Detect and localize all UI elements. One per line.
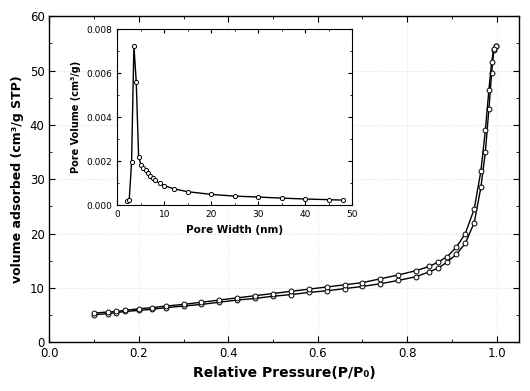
X-axis label: Relative Pressure(P/P₀): Relative Pressure(P/P₀)	[193, 366, 376, 380]
Y-axis label: volume adsorbed (cm³/g STP): volume adsorbed (cm³/g STP)	[11, 75, 24, 283]
